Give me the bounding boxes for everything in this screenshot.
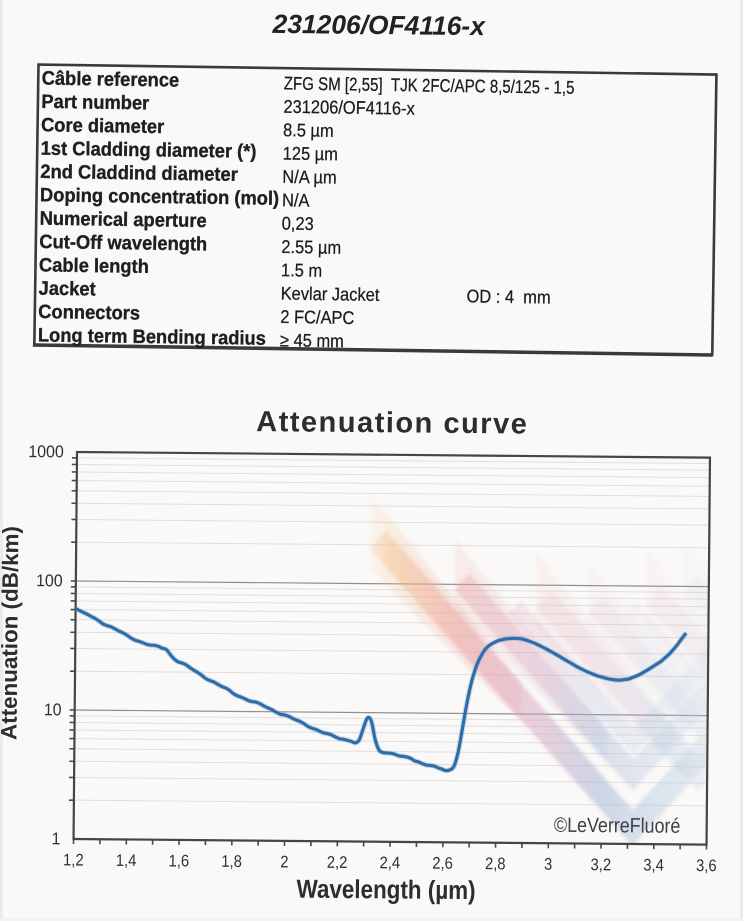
svg-text:1st Cladding diameter (*): 1st Cladding diameter (*) [41, 137, 257, 162]
svg-text:2 FC/APC: 2 FC/APC [280, 306, 354, 328]
svg-text:Core diameter: Core diameter [41, 114, 165, 137]
svg-text:2.55 µm: 2.55 µm [281, 236, 341, 258]
svg-text:231206/OF4116-x: 231206/OF4116-x [271, 9, 486, 41]
svg-text:Long term Bending radius: Long term Bending radius [38, 324, 266, 349]
svg-text:Attenuation curve: Attenuation curve [256, 406, 528, 440]
svg-text:©LeVerreFluoré: ©LeVerreFluoré [554, 814, 681, 839]
svg-text:Connectors: Connectors [38, 301, 140, 324]
svg-text:1,6: 1,6 [169, 853, 190, 871]
svg-text:Numerical aperture: Numerical aperture [40, 207, 207, 231]
svg-text:Cut-Off wavelength: Cut-Off wavelength [39, 231, 207, 255]
svg-text:Kevlar Jacket: Kevlar Jacket [281, 283, 380, 305]
svg-text:Wavelength (µm): Wavelength (µm) [296, 875, 475, 905]
svg-text:Cable length: Cable length [39, 254, 149, 277]
svg-text:231206/OF4116-x: 231206/OF4116-x [283, 96, 415, 119]
svg-text:100: 100 [36, 572, 63, 591]
svg-text:1000: 1000 [28, 443, 64, 462]
svg-text:OD : 4 mm: OD : 4 mm [466, 285, 550, 307]
svg-text:Part number: Part number [41, 90, 150, 113]
svg-text:N/A µm: N/A µm [282, 166, 337, 188]
svg-text:3,4: 3,4 [643, 857, 664, 875]
svg-text:ZFG SM [2,55] TJK 2FC/APC 8,5: ZFG SM [2,55] TJK 2FC/APC 8,5/125 - 1,5 [284, 73, 575, 98]
svg-text:10: 10 [44, 701, 62, 720]
svg-text:125 µm: 125 µm [283, 143, 339, 165]
svg-text:2,6: 2,6 [432, 855, 453, 873]
svg-text:Attenuation (dB/km): Attenuation (dB/km) [0, 526, 23, 740]
svg-text:1.5 m: 1.5 m [281, 259, 322, 281]
svg-text:Jacket: Jacket [38, 277, 96, 299]
svg-text:0,23: 0,23 [282, 213, 314, 234]
svg-text:1,4: 1,4 [116, 852, 137, 870]
svg-text:3: 3 [544, 856, 553, 874]
svg-text:1,8: 1,8 [221, 853, 242, 871]
svg-text:≥ 45 mm: ≥ 45 mm [280, 330, 344, 352]
svg-text:2,4: 2,4 [380, 854, 401, 872]
svg-text:N/A: N/A [282, 189, 310, 210]
svg-text:3,6: 3,6 [696, 857, 717, 875]
svg-text:2,8: 2,8 [485, 855, 506, 873]
svg-text:Câble reference: Câble reference [42, 67, 180, 91]
svg-text:1,2: 1,2 [63, 852, 84, 870]
svg-text:8.5 µm: 8.5 µm [283, 119, 334, 141]
svg-text:2nd Claddind diameter: 2nd Claddind diameter [40, 160, 238, 185]
svg-text:2,2: 2,2 [327, 854, 348, 872]
svg-text:Doping concentration (mol): Doping concentration (mol) [40, 184, 279, 209]
svg-text:2: 2 [280, 854, 288, 872]
svg-text:3,2: 3,2 [590, 856, 611, 874]
svg-text:1: 1 [51, 830, 60, 849]
